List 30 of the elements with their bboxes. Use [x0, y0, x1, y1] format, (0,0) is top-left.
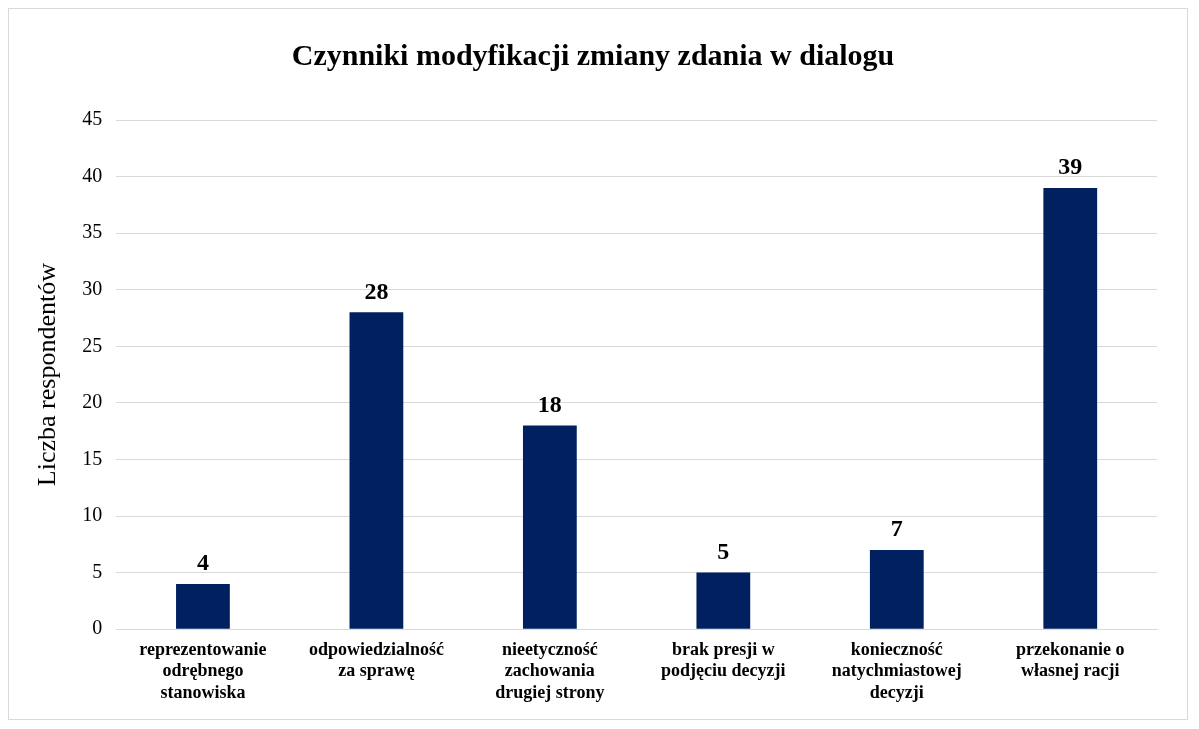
y-tick-label: 5: [92, 559, 103, 582]
x-tick-label: przekonanie o własnej racji: [1016, 638, 1125, 681]
data-label: 7: [890, 515, 903, 542]
chart-title: Czynniki modyfikacji zmiany zdania w dialogu: [291, 37, 895, 71]
bar: [696, 572, 751, 629]
bar: [1043, 187, 1098, 629]
y-tick-label: 30: [82, 276, 103, 299]
x-tick-label: reprezentowanie odrębnego stanowiska: [139, 638, 267, 702]
x-tick-label: nieetyczność zachowania drugiej strony: [495, 638, 605, 702]
bar: [522, 425, 577, 629]
x-tick-label: konieczność natychmiastowej decyzji: [831, 638, 962, 702]
y-tick-label: 10: [82, 503, 103, 526]
bar: [176, 583, 230, 629]
bar: [349, 312, 404, 629]
data-label: 4: [196, 549, 209, 576]
data-label: 5: [717, 537, 730, 564]
data-label: 18: [537, 390, 562, 417]
data-label: 39: [1058, 153, 1083, 180]
y-tick-label: 35: [82, 220, 103, 243]
y-tick-label: 20: [82, 390, 103, 413]
y-tick-label: 0: [92, 616, 103, 639]
y-tick-label: 40: [82, 163, 103, 186]
y-tick-label: 15: [82, 446, 103, 469]
x-tick-label: brak presji w podjęciu decyzji: [661, 638, 786, 681]
y-tick-label: 45: [82, 107, 103, 130]
y-tick-label: 25: [82, 333, 103, 356]
data-label: 28: [364, 277, 389, 304]
bar: [869, 549, 924, 629]
y-axis-title: Liczba respondentów: [32, 262, 62, 487]
x-tick-label: odpowiedzialność za sprawę: [308, 638, 444, 681]
